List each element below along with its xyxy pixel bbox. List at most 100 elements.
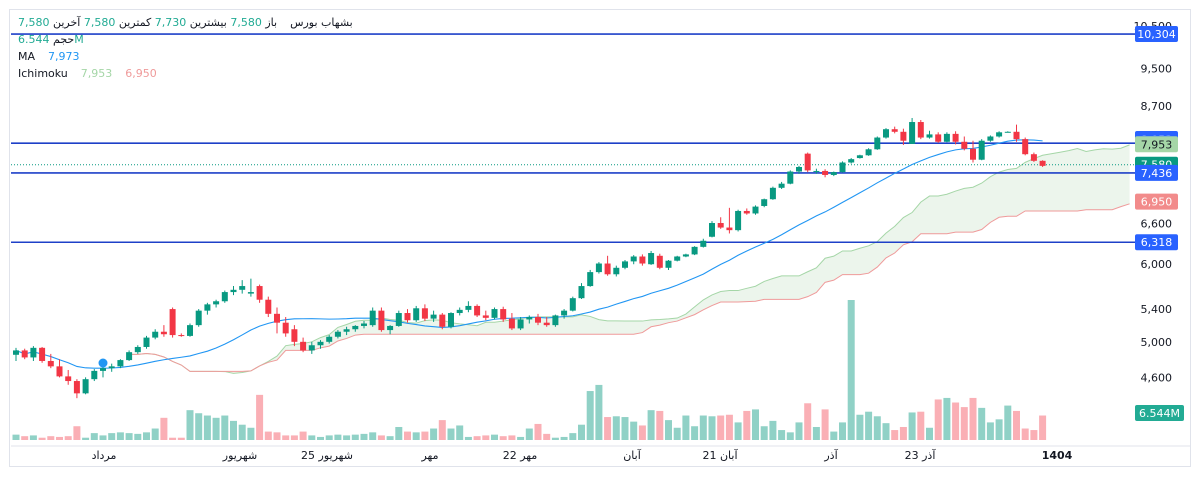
candle-body[interactable] (221, 292, 228, 302)
legend-symbol[interactable]: بشهاب بورس (290, 16, 353, 29)
candle-body[interactable] (569, 298, 576, 311)
candle-body[interactable] (39, 347, 46, 361)
candle-body[interactable] (91, 370, 98, 380)
candle-body[interactable] (204, 304, 211, 311)
candle-body[interactable] (47, 360, 54, 367)
candle-body[interactable] (508, 318, 515, 329)
candle-body[interactable] (787, 171, 794, 184)
candle-body[interactable] (917, 122, 924, 138)
candle-body[interactable] (630, 256, 637, 262)
candle-body[interactable] (595, 263, 602, 273)
candle-body[interactable] (726, 227, 733, 231)
candle-body[interactable] (700, 240, 707, 247)
candle-body[interactable] (865, 149, 872, 156)
candle-body[interactable] (160, 331, 167, 335)
candle-body[interactable] (117, 360, 124, 367)
candle-body[interactable] (552, 315, 559, 326)
candle-body[interactable] (178, 335, 185, 337)
candle-body[interactable] (274, 313, 280, 323)
legend-ichimoku-label[interactable]: Ichimoku (18, 67, 68, 80)
candle-body[interactable] (474, 305, 481, 316)
candle-body[interactable] (439, 314, 446, 327)
candle-body[interactable] (909, 122, 916, 144)
candle-body[interactable] (500, 309, 507, 320)
candle-body[interactable] (900, 131, 907, 141)
candle-body[interactable] (195, 310, 202, 326)
candle-body[interactable] (535, 317, 541, 323)
candle-body[interactable] (317, 341, 324, 346)
candle-body[interactable] (874, 137, 881, 150)
candle-body[interactable] (13, 350, 19, 355)
candle-body[interactable] (778, 183, 785, 188)
candle-body[interactable] (482, 315, 489, 318)
candle-body[interactable] (543, 322, 550, 326)
candle-body[interactable] (648, 253, 655, 265)
candle-body[interactable] (187, 325, 193, 336)
candle-body[interactable] (717, 223, 724, 228)
candle-body[interactable] (491, 309, 498, 318)
candle-body[interactable] (430, 314, 437, 319)
candle-body[interactable] (926, 134, 933, 138)
candle-body[interactable] (578, 286, 585, 299)
candle-body[interactable] (952, 133, 959, 142)
candle-body[interactable] (935, 134, 942, 142)
candle-body[interactable] (691, 246, 698, 255)
candle-body[interactable] (604, 263, 611, 275)
candle-body[interactable] (369, 310, 376, 326)
candle-body[interactable] (361, 323, 367, 326)
candle-body[interactable] (169, 309, 176, 336)
candle-body[interactable] (152, 331, 159, 338)
candle-body[interactable] (743, 210, 750, 214)
candle-body[interactable] (987, 136, 994, 141)
candle-body[interactable] (1030, 154, 1037, 161)
legend-volume-label[interactable]: حجم (53, 33, 75, 46)
candle-body[interactable] (308, 345, 315, 351)
candle-body[interactable] (326, 336, 333, 342)
candle-body[interactable] (943, 133, 950, 142)
candle-body[interactable] (665, 260, 672, 268)
candle-body[interactable] (378, 310, 385, 331)
candle-body[interactable] (456, 309, 463, 314)
candle-body[interactable] (21, 350, 28, 358)
candle-body[interactable] (813, 170, 820, 172)
candle-body[interactable] (448, 313, 454, 327)
candle-body[interactable] (1004, 131, 1011, 133)
candle-body[interactable] (848, 159, 855, 163)
candle-body[interactable] (830, 172, 837, 175)
candle-body[interactable] (230, 289, 237, 293)
candle-body[interactable] (613, 267, 620, 275)
candle-body[interactable] (656, 255, 663, 268)
candle-body[interactable] (465, 305, 472, 310)
candle-body[interactable] (883, 129, 889, 138)
candle-body[interactable] (387, 325, 394, 331)
candle-body[interactable] (404, 313, 411, 321)
candle-body[interactable] (970, 148, 976, 160)
candle-body[interactable] (108, 366, 115, 369)
candle-body[interactable] (1039, 160, 1046, 166)
candle-body[interactable] (343, 329, 350, 332)
candle-body[interactable] (804, 153, 811, 171)
candle-body[interactable] (65, 376, 72, 382)
candle-body[interactable] (143, 337, 150, 347)
candle-body[interactable] (421, 308, 428, 319)
candle-body[interactable] (796, 166, 802, 172)
candle-body[interactable] (978, 140, 985, 160)
candle-body[interactable] (674, 256, 681, 261)
candle-body[interactable] (247, 292, 254, 294)
candle-body[interactable] (256, 286, 263, 300)
candle-body[interactable] (56, 366, 63, 377)
candle-body[interactable] (352, 325, 359, 330)
candle-body[interactable] (126, 352, 133, 361)
candle-body[interactable] (265, 299, 272, 314)
candle-body[interactable] (291, 329, 298, 342)
candle-body[interactable] (735, 210, 742, 231)
candle-body[interactable] (395, 313, 402, 326)
candle-body[interactable] (761, 199, 768, 206)
legend-ma-label[interactable]: MA (18, 50, 36, 63)
candle-body[interactable] (587, 272, 594, 287)
candle-body[interactable] (622, 261, 628, 268)
candle-body[interactable] (526, 317, 533, 320)
candle-body[interactable] (769, 187, 776, 200)
candle-body[interactable] (1022, 139, 1029, 155)
